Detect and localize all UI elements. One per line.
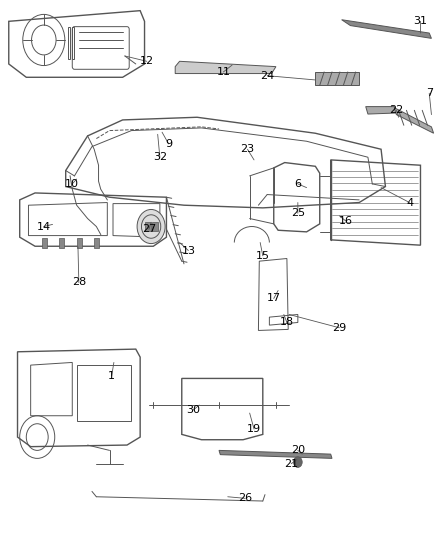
- Text: 22: 22: [389, 106, 403, 115]
- Circle shape: [137, 209, 165, 244]
- Text: 27: 27: [142, 224, 156, 234]
- Polygon shape: [175, 61, 276, 74]
- Polygon shape: [219, 450, 332, 458]
- Text: 10: 10: [65, 179, 79, 189]
- Text: 19: 19: [247, 424, 261, 434]
- Circle shape: [293, 457, 302, 467]
- Text: 1: 1: [108, 371, 115, 381]
- Text: 32: 32: [153, 152, 167, 162]
- Text: 23: 23: [240, 144, 254, 154]
- Text: 26: 26: [238, 494, 252, 503]
- Text: 25: 25: [291, 208, 305, 218]
- Text: 30: 30: [186, 406, 200, 415]
- Polygon shape: [394, 108, 434, 133]
- Text: 21: 21: [284, 459, 298, 469]
- Bar: [72, 27, 74, 59]
- Text: 31: 31: [413, 17, 427, 26]
- Text: 24: 24: [260, 71, 274, 80]
- Bar: [145, 222, 151, 231]
- Text: 14: 14: [37, 222, 51, 231]
- Polygon shape: [366, 107, 396, 114]
- Bar: [152, 222, 158, 231]
- Text: 13: 13: [181, 246, 195, 255]
- Text: 16: 16: [339, 216, 353, 226]
- Text: 4: 4: [406, 198, 413, 207]
- Text: 29: 29: [332, 323, 346, 333]
- Bar: [315, 72, 359, 85]
- Bar: [42, 238, 47, 248]
- Text: 17: 17: [267, 294, 281, 303]
- Text: 18: 18: [280, 318, 294, 327]
- Text: 7: 7: [426, 88, 433, 98]
- Bar: [59, 238, 64, 248]
- Text: 20: 20: [291, 446, 305, 455]
- Polygon shape: [342, 20, 431, 38]
- Text: 28: 28: [72, 278, 86, 287]
- Text: 15: 15: [256, 251, 270, 261]
- Bar: [94, 238, 99, 248]
- Text: 11: 11: [216, 67, 230, 77]
- Bar: [77, 238, 82, 248]
- Text: 6: 6: [294, 179, 301, 189]
- Text: 9: 9: [165, 139, 172, 149]
- Text: 12: 12: [140, 56, 154, 66]
- Bar: [68, 27, 70, 59]
